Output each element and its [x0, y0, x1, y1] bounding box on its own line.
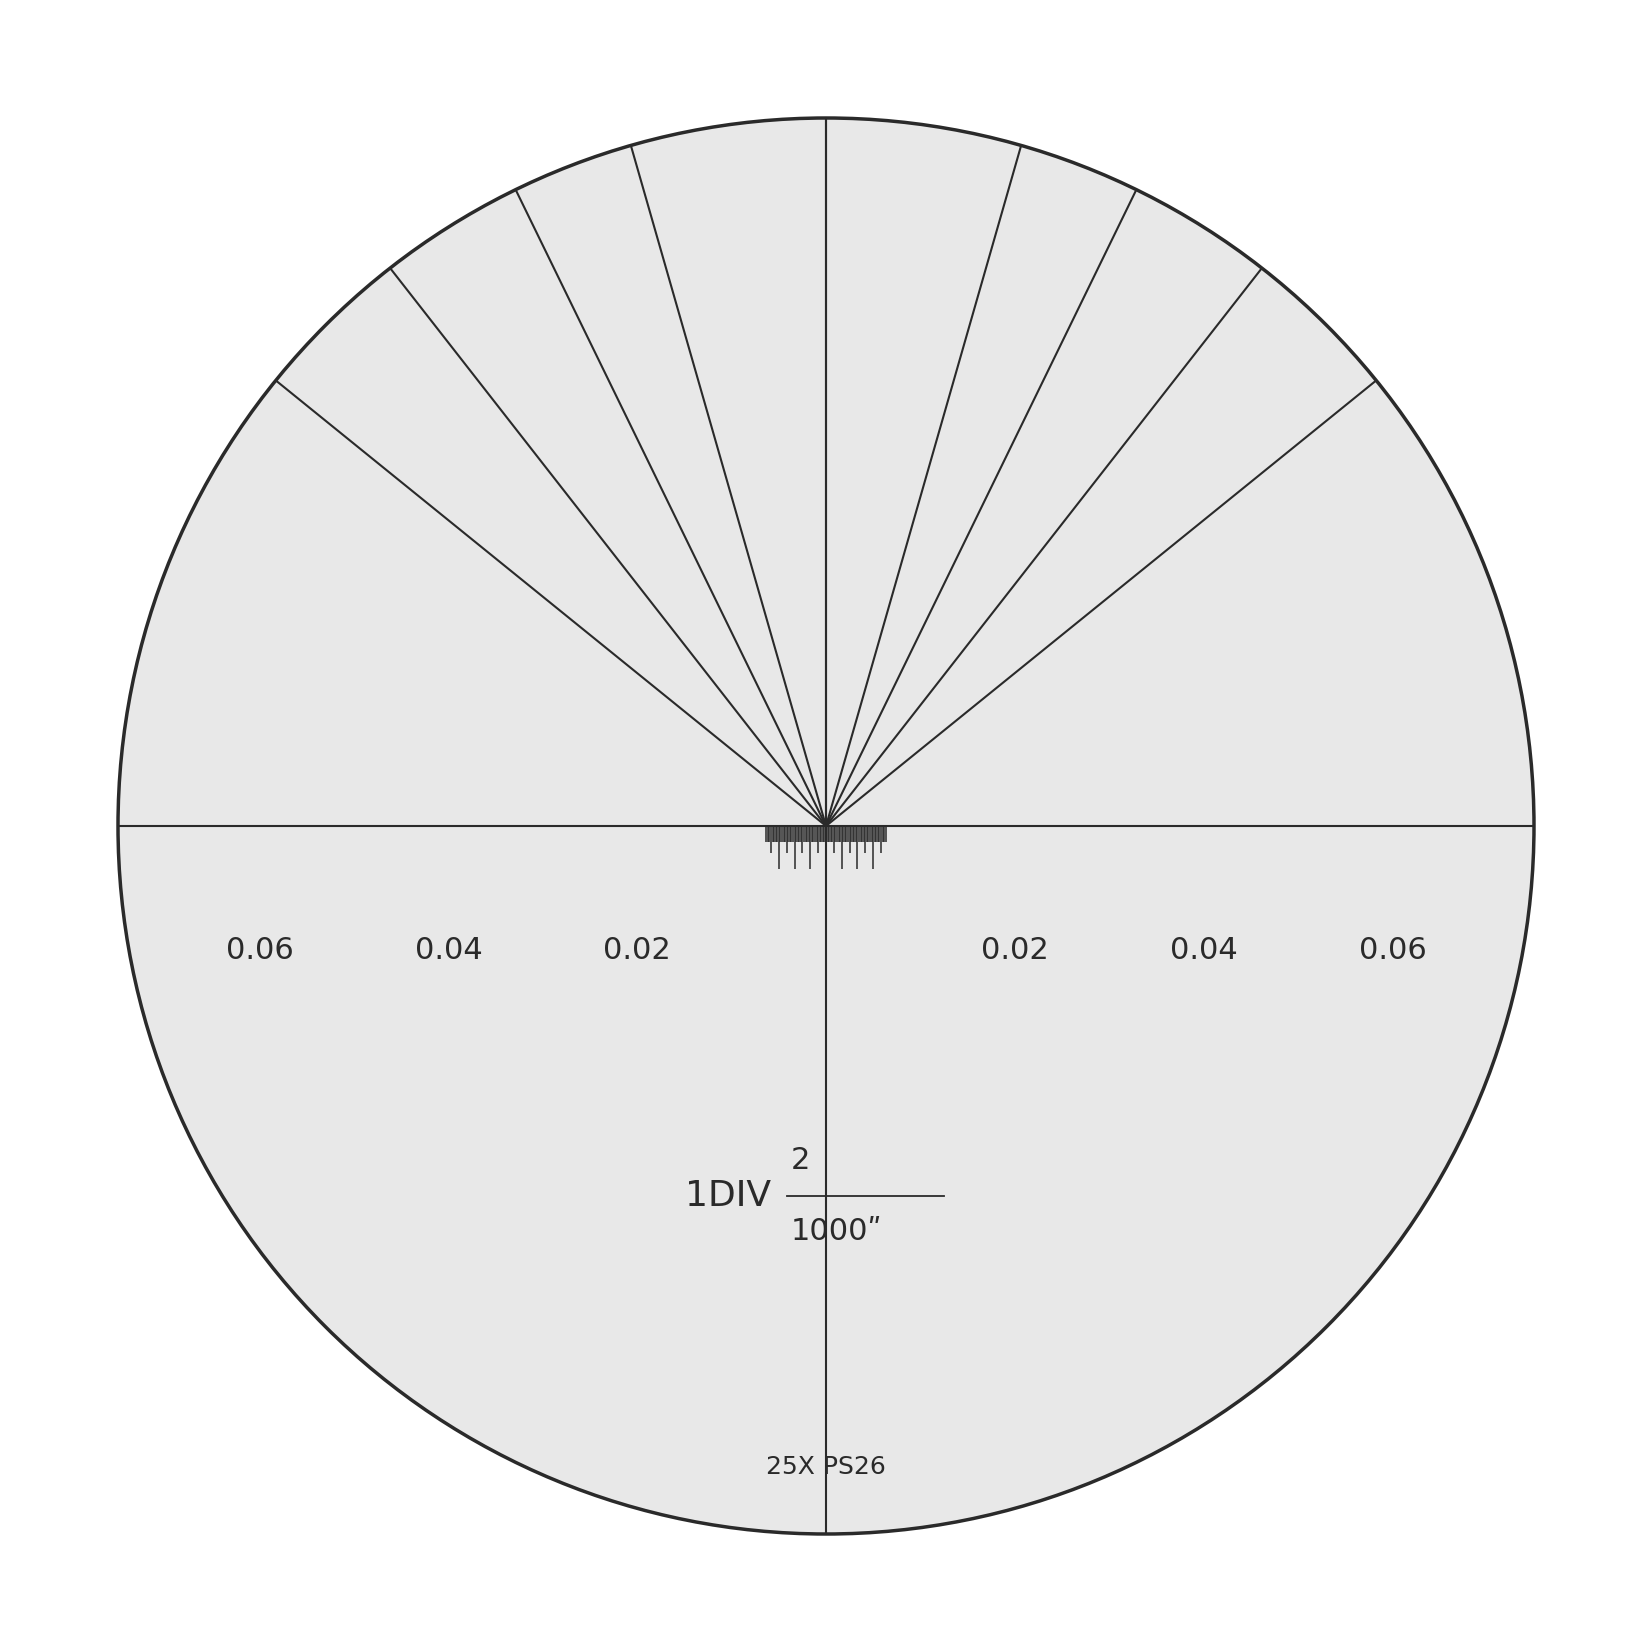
PathPatch shape: [117, 117, 1535, 1535]
PathPatch shape: [117, 117, 1535, 1535]
PathPatch shape: [117, 117, 1535, 1535]
PathPatch shape: [117, 117, 1535, 1535]
PathPatch shape: [117, 117, 1535, 1535]
PathPatch shape: [117, 117, 1535, 1535]
PathPatch shape: [117, 117, 1535, 1535]
Text: 1000ʺ: 1000ʺ: [791, 1216, 882, 1246]
Text: 25X PS26: 25X PS26: [767, 1455, 885, 1479]
PathPatch shape: [117, 117, 1535, 1535]
PathPatch shape: [117, 117, 1535, 1535]
PathPatch shape: [117, 117, 1535, 1535]
PathPatch shape: [117, 117, 1535, 1535]
PathPatch shape: [117, 117, 1535, 1535]
Text: 0.06: 0.06: [1358, 937, 1426, 965]
PathPatch shape: [117, 117, 1535, 1535]
PathPatch shape: [117, 117, 1535, 1535]
PathPatch shape: [117, 117, 1535, 1535]
PathPatch shape: [117, 117, 1535, 1535]
PathPatch shape: [117, 117, 1535, 1535]
PathPatch shape: [117, 117, 1535, 1535]
Text: 2: 2: [791, 1146, 809, 1175]
PathPatch shape: [117, 117, 1535, 1535]
PathPatch shape: [117, 117, 1535, 1535]
PathPatch shape: [117, 117, 1535, 1535]
PathPatch shape: [117, 117, 1535, 1535]
PathPatch shape: [117, 117, 1535, 1535]
PathPatch shape: [117, 117, 1535, 1535]
PathPatch shape: [117, 117, 1535, 1535]
PathPatch shape: [117, 117, 1535, 1535]
PathPatch shape: [117, 117, 1535, 1535]
PathPatch shape: [117, 117, 1535, 1535]
PathPatch shape: [117, 117, 1535, 1535]
Text: 1DIV: 1DIV: [686, 1180, 771, 1213]
PathPatch shape: [117, 117, 1535, 1535]
PathPatch shape: [117, 117, 1535, 1535]
PathPatch shape: [117, 117, 1535, 1535]
PathPatch shape: [117, 117, 1535, 1535]
PathPatch shape: [117, 117, 1535, 1535]
PathPatch shape: [117, 117, 1535, 1535]
PathPatch shape: [117, 117, 1535, 1535]
PathPatch shape: [117, 117, 1535, 1535]
PathPatch shape: [117, 117, 1535, 1535]
PathPatch shape: [117, 117, 1535, 1535]
Text: 0.06: 0.06: [226, 937, 294, 965]
PathPatch shape: [117, 117, 1535, 1535]
PathPatch shape: [117, 117, 1535, 1535]
Text: 0.04: 0.04: [415, 937, 482, 965]
PathPatch shape: [117, 117, 1535, 1535]
PathPatch shape: [117, 117, 1535, 1535]
PathPatch shape: [117, 117, 1535, 1535]
PathPatch shape: [117, 117, 1535, 1535]
PathPatch shape: [117, 117, 1535, 1535]
PathPatch shape: [117, 117, 1535, 1535]
PathPatch shape: [117, 117, 1535, 1535]
PathPatch shape: [117, 117, 1535, 1535]
PathPatch shape: [117, 117, 1535, 1535]
PathPatch shape: [117, 117, 1535, 1535]
PathPatch shape: [117, 117, 1535, 1535]
PathPatch shape: [117, 117, 1535, 1535]
PathPatch shape: [117, 117, 1535, 1535]
PathPatch shape: [117, 117, 1535, 1535]
PathPatch shape: [117, 117, 1535, 1535]
PathPatch shape: [117, 117, 1535, 1535]
PathPatch shape: [117, 117, 1535, 1535]
PathPatch shape: [117, 117, 1535, 1535]
PathPatch shape: [117, 117, 1535, 1535]
PathPatch shape: [117, 117, 1535, 1535]
PathPatch shape: [117, 117, 1535, 1535]
PathPatch shape: [117, 117, 1535, 1535]
PathPatch shape: [117, 117, 1535, 1535]
Circle shape: [117, 117, 1535, 1535]
PathPatch shape: [117, 117, 1535, 1535]
PathPatch shape: [117, 117, 1535, 1535]
PathPatch shape: [117, 117, 1535, 1535]
PathPatch shape: [117, 117, 1535, 1535]
PathPatch shape: [117, 117, 1535, 1535]
PathPatch shape: [117, 117, 1535, 1535]
PathPatch shape: [117, 117, 1535, 1535]
PathPatch shape: [117, 117, 1535, 1535]
PathPatch shape: [117, 117, 1535, 1535]
Text: 0.04: 0.04: [1170, 937, 1237, 965]
Text: 0.02: 0.02: [981, 937, 1049, 965]
PathPatch shape: [117, 117, 1535, 1535]
Text: 0.02: 0.02: [603, 937, 671, 965]
PathPatch shape: [117, 117, 1535, 1535]
PathPatch shape: [117, 117, 1535, 1535]
PathPatch shape: [117, 117, 1535, 1535]
PathPatch shape: [117, 117, 1535, 1535]
PathPatch shape: [117, 117, 1535, 1535]
PathPatch shape: [117, 117, 1535, 1535]
PathPatch shape: [117, 117, 1535, 1535]
PathPatch shape: [117, 117, 1535, 1535]
PathPatch shape: [117, 117, 1535, 1535]
PathPatch shape: [117, 117, 1535, 1535]
PathPatch shape: [117, 117, 1535, 1535]
PathPatch shape: [117, 117, 1535, 1535]
PathPatch shape: [117, 117, 1535, 1535]
PathPatch shape: [117, 117, 1535, 1535]
